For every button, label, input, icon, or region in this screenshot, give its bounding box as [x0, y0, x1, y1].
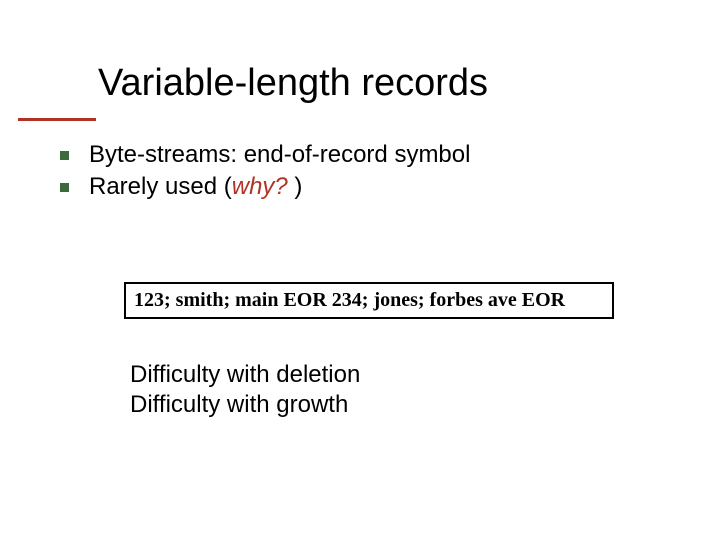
bullet-text: Rarely used (why? ) [89, 172, 302, 202]
bullet-suffix: ) [288, 173, 303, 200]
difficulty-block: Difficulty with deletion Difficulty with… [130, 360, 360, 420]
bullet-item: Byte-streams: end-of-record symbol [60, 140, 660, 170]
difficulty-line-1: Difficulty with deletion [130, 360, 360, 390]
difficulty-line-2: Difficulty with growth [130, 390, 360, 420]
record-box-text: 123; smith; main EOR 234; jones; forbes … [134, 289, 604, 312]
record-box: 123; smith; main EOR 234; jones; forbes … [124, 282, 614, 319]
bullet-prefix: Rarely used ( [89, 173, 232, 200]
slide-title: Variable-length records [98, 62, 488, 105]
bullet-marker-icon [60, 183, 69, 192]
bullet-list: Byte-streams: end-of-record symbol Rarel… [60, 140, 660, 204]
slide: Variable-length records Byte-streams: en… [0, 0, 720, 540]
bullet-emph: why? [232, 173, 288, 200]
bullet-text: Byte-streams: end-of-record symbol [89, 140, 470, 170]
bullet-item: Rarely used (why? ) [60, 172, 660, 202]
title-underline [18, 118, 96, 121]
bullet-marker-icon [60, 151, 69, 160]
